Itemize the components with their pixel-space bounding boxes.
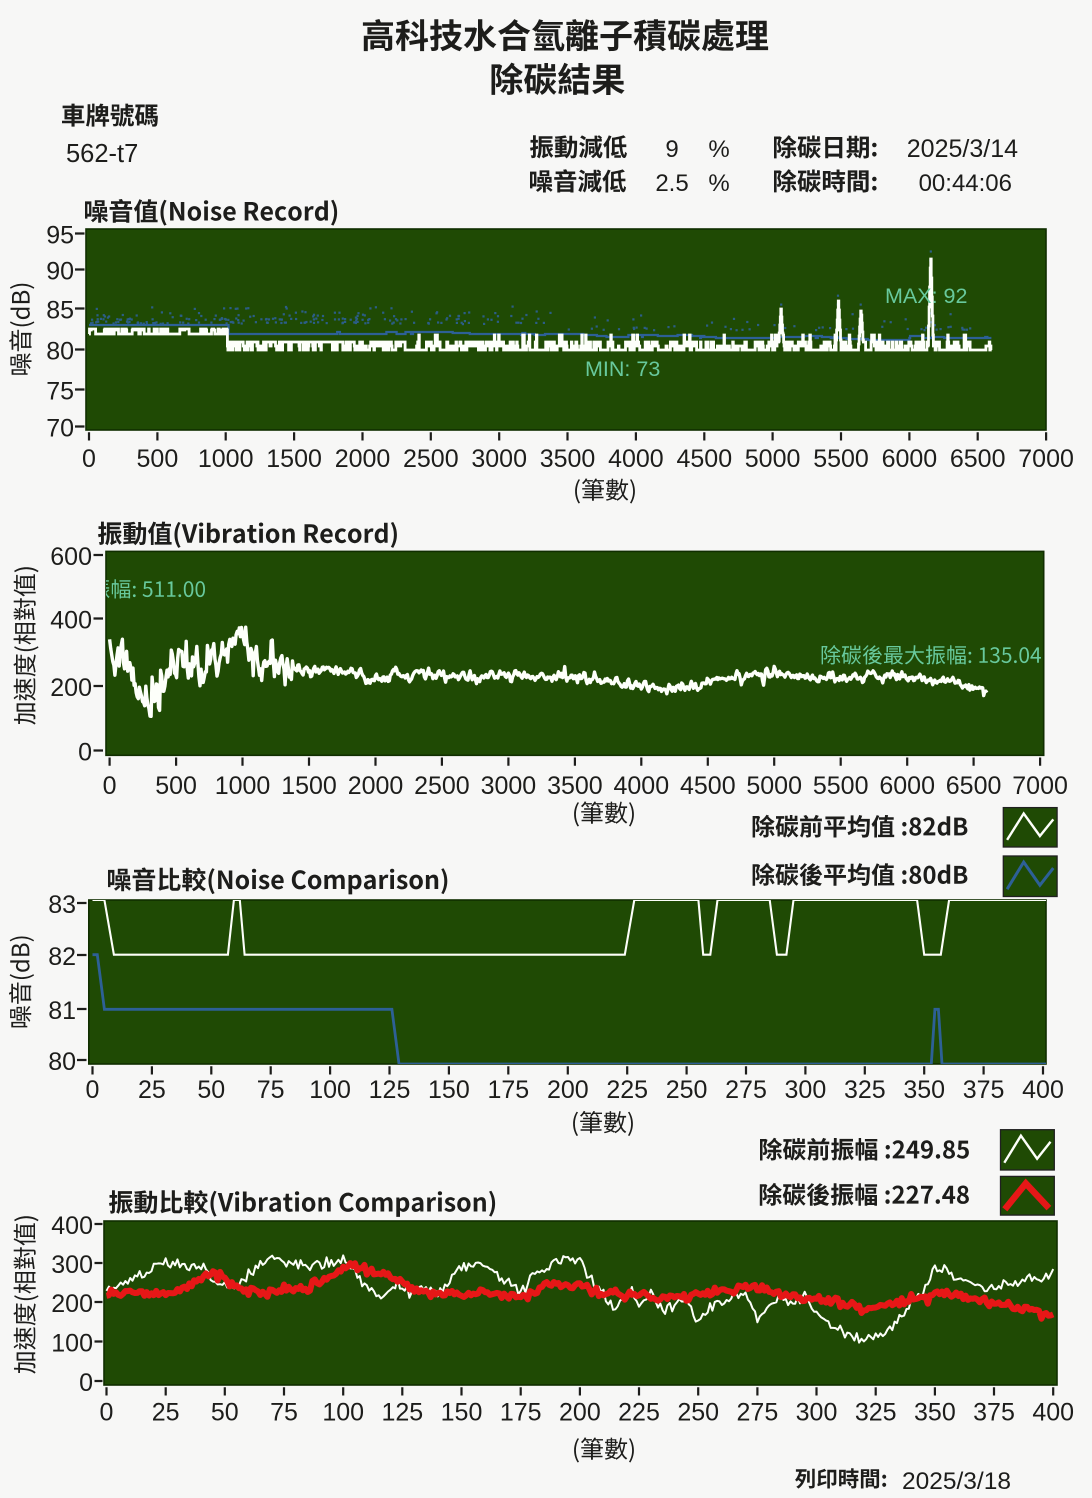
svg-text:3000: 3000 <box>471 445 527 473</box>
svg-text:%: % <box>708 170 729 197</box>
svg-text:80: 80 <box>48 1048 76 1076</box>
svg-text:50: 50 <box>197 1076 225 1104</box>
svg-text:4500: 4500 <box>680 772 736 800</box>
svg-text:100: 100 <box>322 1399 364 1427</box>
svg-text:2000: 2000 <box>348 772 404 800</box>
svg-text:125: 125 <box>369 1076 411 1104</box>
svg-text:400: 400 <box>1032 1399 1074 1427</box>
svg-text:200: 200 <box>51 1290 93 1318</box>
svg-text:25: 25 <box>152 1399 180 1427</box>
svg-text:50: 50 <box>211 1399 239 1427</box>
svg-text:1500: 1500 <box>281 772 337 800</box>
svg-text:80: 80 <box>46 338 74 366</box>
svg-text:0: 0 <box>79 1369 93 1397</box>
svg-text:5000: 5000 <box>745 445 801 473</box>
svg-text:4000: 4000 <box>608 445 664 473</box>
svg-text:300: 300 <box>796 1399 838 1427</box>
svg-text:6500: 6500 <box>946 772 1002 800</box>
svg-text:70: 70 <box>46 415 74 443</box>
svg-text:2000: 2000 <box>335 445 391 473</box>
svg-text:4000: 4000 <box>613 772 669 800</box>
svg-text:225: 225 <box>606 1076 648 1104</box>
svg-text:4500: 4500 <box>676 445 732 473</box>
svg-text:5500: 5500 <box>813 772 869 800</box>
svg-text:3000: 3000 <box>481 772 537 800</box>
svg-text:MIN: 73: MIN: 73 <box>585 357 660 381</box>
svg-text:400: 400 <box>50 607 92 635</box>
svg-text:2025/3/14: 2025/3/14 <box>907 135 1018 163</box>
svg-text:250: 250 <box>677 1399 719 1427</box>
svg-text:125: 125 <box>381 1399 423 1427</box>
svg-text:6500: 6500 <box>950 445 1006 473</box>
svg-text:400: 400 <box>1022 1076 1064 1104</box>
svg-text:7000: 7000 <box>1018 445 1074 473</box>
svg-text:3500: 3500 <box>540 445 596 473</box>
svg-text:5000: 5000 <box>746 772 802 800</box>
svg-text:350: 350 <box>903 1076 945 1104</box>
svg-text:175: 175 <box>487 1076 529 1104</box>
svg-text:275: 275 <box>725 1076 767 1104</box>
svg-text:2500: 2500 <box>414 772 470 800</box>
svg-text:2025/3/18: 2025/3/18 <box>902 1468 1011 1495</box>
svg-text:75: 75 <box>257 1076 285 1104</box>
svg-text:300: 300 <box>51 1251 93 1279</box>
svg-text:300: 300 <box>785 1076 827 1104</box>
svg-text:7000: 7000 <box>1012 772 1068 800</box>
svg-text:1500: 1500 <box>266 445 322 473</box>
svg-text:375: 375 <box>973 1399 1015 1427</box>
svg-text:175: 175 <box>500 1399 542 1427</box>
svg-text:325: 325 <box>855 1399 897 1427</box>
svg-text:250: 250 <box>666 1076 708 1104</box>
svg-text:150: 150 <box>428 1076 470 1104</box>
svg-text:0: 0 <box>100 1399 114 1427</box>
svg-text:75: 75 <box>46 378 74 406</box>
svg-text:200: 200 <box>559 1399 601 1427</box>
svg-text:%: % <box>708 136 729 163</box>
svg-text:83: 83 <box>48 891 76 919</box>
svg-text:0: 0 <box>86 1076 100 1104</box>
svg-text:200: 200 <box>50 674 92 702</box>
svg-text:350: 350 <box>914 1399 956 1427</box>
svg-text:600: 600 <box>50 543 92 571</box>
svg-text:1000: 1000 <box>198 445 254 473</box>
svg-text:225: 225 <box>618 1399 660 1427</box>
svg-text:6000: 6000 <box>882 445 938 473</box>
svg-text:2.5: 2.5 <box>655 170 688 197</box>
svg-text:200: 200 <box>547 1076 589 1104</box>
svg-text:82: 82 <box>48 943 76 971</box>
svg-text:375: 375 <box>963 1076 1005 1104</box>
svg-text:325: 325 <box>844 1076 886 1104</box>
svg-text:0: 0 <box>82 445 96 473</box>
svg-text:100: 100 <box>51 1330 93 1358</box>
svg-text:275: 275 <box>737 1399 779 1427</box>
svg-text:0: 0 <box>103 772 117 800</box>
svg-text:90: 90 <box>46 258 74 286</box>
svg-text:6000: 6000 <box>879 772 935 800</box>
svg-text:500: 500 <box>137 445 179 473</box>
svg-text:MAX: 92: MAX: 92 <box>885 284 967 308</box>
svg-text:500: 500 <box>155 772 197 800</box>
svg-text:85: 85 <box>46 297 74 325</box>
svg-text:562-t7: 562-t7 <box>66 140 138 168</box>
svg-text:25: 25 <box>138 1076 166 1104</box>
svg-text:3500: 3500 <box>547 772 603 800</box>
svg-text:75: 75 <box>270 1399 298 1427</box>
svg-text:100: 100 <box>309 1076 351 1104</box>
svg-text:2500: 2500 <box>403 445 459 473</box>
svg-text:81: 81 <box>48 997 76 1025</box>
svg-text:00:44:06: 00:44:06 <box>919 170 1012 197</box>
svg-text:9: 9 <box>665 136 678 163</box>
svg-text:1000: 1000 <box>215 772 271 800</box>
svg-text:0: 0 <box>78 739 92 767</box>
svg-text:95: 95 <box>46 222 74 250</box>
svg-text:150: 150 <box>441 1399 483 1427</box>
svg-text:5500: 5500 <box>813 445 869 473</box>
svg-text:400: 400 <box>51 1212 93 1240</box>
